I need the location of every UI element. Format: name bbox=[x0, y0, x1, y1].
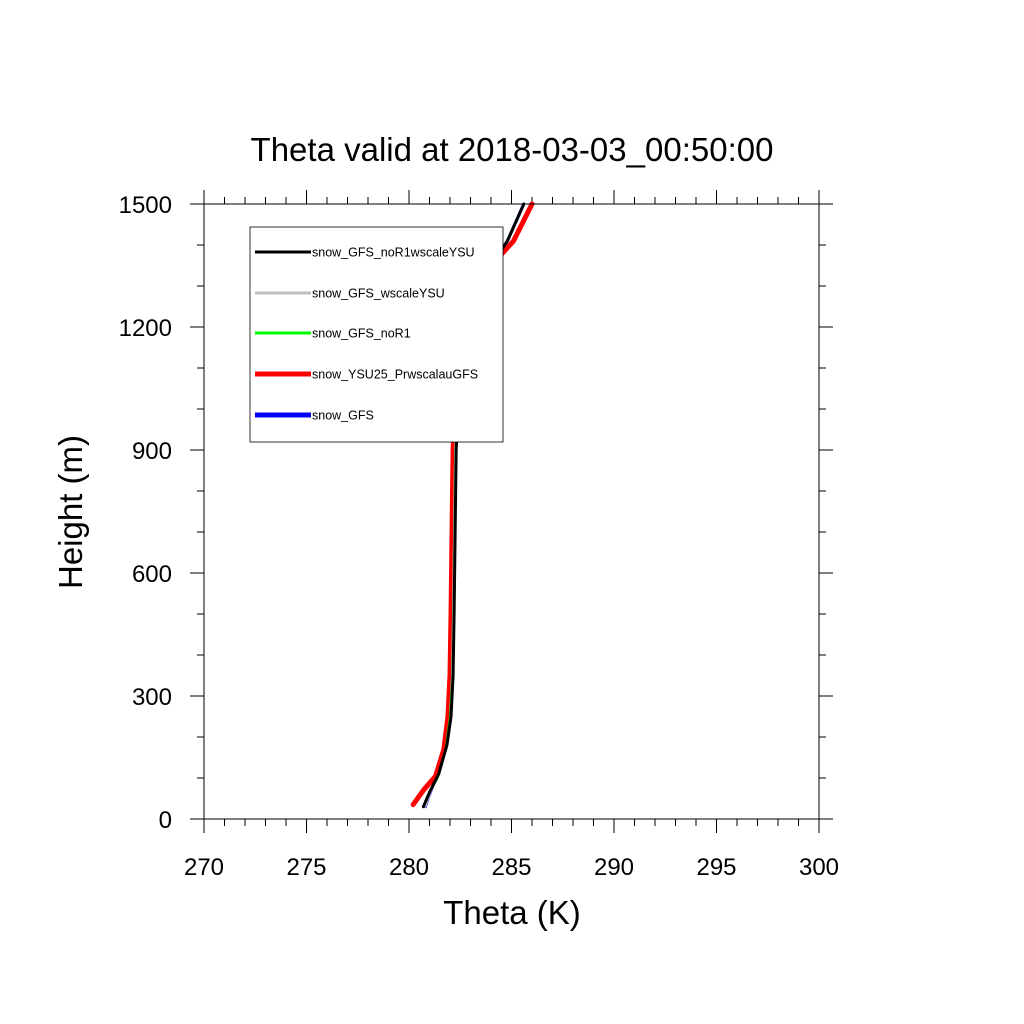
x-axis-label: Theta (K) bbox=[443, 894, 581, 931]
y-tick-label: 900 bbox=[132, 438, 172, 465]
x-tick-label: 300 bbox=[799, 854, 839, 881]
x-tick-label: 280 bbox=[389, 854, 429, 881]
y-tick-label: 1200 bbox=[119, 315, 172, 342]
legend-label: snow_GFS bbox=[312, 409, 374, 423]
legend-label: snow_GFS_wscaleYSU bbox=[312, 287, 445, 301]
legend-label: snow_YSU25_PrwscalauGFS bbox=[312, 368, 478, 382]
chart-title: Theta valid at 2018-03-03_00:50:00 bbox=[251, 131, 774, 168]
x-tick-label: 275 bbox=[286, 854, 326, 881]
x-tick-label: 295 bbox=[696, 854, 736, 881]
y-tick-label: 300 bbox=[132, 684, 172, 711]
plot-frame bbox=[203, 203, 820, 820]
x-tick-label: 290 bbox=[594, 854, 634, 881]
y-tick-label: 600 bbox=[132, 561, 172, 588]
legend-label: snow_GFS_noR1wscaleYSU bbox=[312, 246, 475, 260]
legend-label: snow_GFS_noR1 bbox=[312, 327, 411, 341]
legend: snow_GFS_noR1wscaleYSU snow_GFS_wscaleYSU… bbox=[249, 226, 504, 443]
y-tick-labels: 0 300 600 900 1200 1500 bbox=[119, 192, 172, 834]
legend-items: snow_GFS_noR1wscaleYSU snow_GFS_wscaleYSU… bbox=[255, 246, 478, 423]
x-tick-label: 270 bbox=[184, 854, 224, 881]
x-tick-labels: 270 275 280 285 290 295 300 bbox=[184, 854, 839, 881]
x-tick-label: 285 bbox=[491, 854, 531, 881]
y-tick-label: 1500 bbox=[119, 192, 172, 219]
y-tick-label: 0 bbox=[159, 807, 172, 834]
axis-ticks bbox=[190, 190, 833, 833]
y-axis-label: Height (m) bbox=[52, 435, 89, 589]
